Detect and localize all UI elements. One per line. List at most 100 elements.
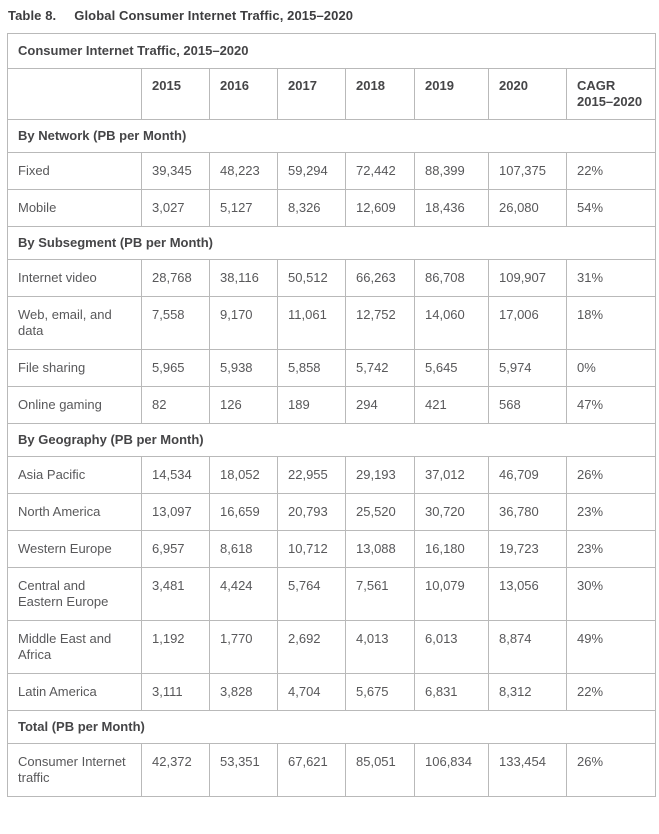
column-header-cagr: CAGR 2015–2020 xyxy=(566,68,656,120)
column-header-2019: 2019 xyxy=(414,68,489,120)
data-cell: 5,938 xyxy=(209,349,278,387)
data-cell: 30% xyxy=(566,567,656,621)
data-cell: 5,742 xyxy=(345,349,415,387)
data-cell: 53,351 xyxy=(209,743,278,797)
data-cell: 107,375 xyxy=(488,152,567,190)
data-cell: 5,764 xyxy=(277,567,346,621)
column-header-2015: 2015 xyxy=(141,68,210,120)
data-cell: 5,965 xyxy=(141,349,210,387)
data-cell: 30,720 xyxy=(414,493,489,531)
data-cell: 88,399 xyxy=(414,152,489,190)
data-cell: 0% xyxy=(566,349,656,387)
data-cell: 5,645 xyxy=(414,349,489,387)
row-label: Central and Eastern Europe xyxy=(7,567,142,621)
data-cell: 16,180 xyxy=(414,530,489,568)
data-cell: 85,051 xyxy=(345,743,415,797)
data-cell: 26,080 xyxy=(488,189,567,227)
data-cell: 18,052 xyxy=(209,456,278,494)
data-cell: 12,752 xyxy=(345,296,415,350)
data-cell: 38,116 xyxy=(209,259,278,297)
data-cell: 22,955 xyxy=(277,456,346,494)
data-cell: 39,345 xyxy=(141,152,210,190)
table-caption: Consumer Internet Traffic, 2015–2020 xyxy=(7,33,656,69)
data-cell: 9,170 xyxy=(209,296,278,350)
section-header-label: By Network (PB per Month) xyxy=(7,119,656,153)
table-row: Central and Eastern Europe 3,481 4,424 5,76… xyxy=(7,567,656,621)
data-cell: 22% xyxy=(566,152,656,190)
data-cell: 10,079 xyxy=(414,567,489,621)
table-body: By Network (PB per Month) Fixed 39,345 48,2… xyxy=(7,119,656,797)
data-cell: 3,481 xyxy=(141,567,210,621)
table-row: Internet video 28,768 38,116 50,512 66,263 86… xyxy=(7,259,656,297)
data-cell: 109,907 xyxy=(488,259,567,297)
data-cell: 7,561 xyxy=(345,567,415,621)
data-cell: 6,957 xyxy=(141,530,210,568)
data-cell: 8,618 xyxy=(209,530,278,568)
data-cell: 12,609 xyxy=(345,189,415,227)
table-number: Table 8. xyxy=(8,8,57,23)
data-cell: 126 xyxy=(209,386,278,424)
section-header-label: Total (PB per Month) xyxy=(7,710,656,744)
data-cell: 106,834 xyxy=(414,743,489,797)
data-cell: 4,704 xyxy=(277,673,346,711)
table-row: Latin America 3,111 3,828 4,704 5,675 6,831 8,… xyxy=(7,673,656,711)
table-row: North America 13,097 16,659 20,793 25,520 30,… xyxy=(7,493,656,531)
data-cell: 18,436 xyxy=(414,189,489,227)
data-cell: 1,192 xyxy=(141,620,210,674)
data-cell: 82 xyxy=(141,386,210,424)
data-cell: 2,692 xyxy=(277,620,346,674)
document-table-title: Table 8. Global Consumer Internet Traffic… xyxy=(0,0,659,33)
data-cell: 3,027 xyxy=(141,189,210,227)
data-cell: 36,780 xyxy=(488,493,567,531)
row-label: Latin America xyxy=(7,673,142,711)
data-cell: 46,709 xyxy=(488,456,567,494)
table-row: Mobile 3,027 5,127 8,326 12,609 18,436 26,080 5… xyxy=(7,189,656,227)
table-row: Web, email, and data 7,558 9,170 11,061 12,7… xyxy=(7,296,656,350)
section-header-row: By Subsegment (PB per Month) xyxy=(7,226,656,260)
data-cell: 5,127 xyxy=(209,189,278,227)
row-label: Middle East and Africa xyxy=(7,620,142,674)
column-header-2016: 2016 xyxy=(209,68,278,120)
consumer-internet-traffic-table: Consumer Internet Traffic, 2015–2020 201… xyxy=(7,33,656,797)
data-cell: 11,061 xyxy=(277,296,346,350)
row-label: Fixed xyxy=(7,152,142,190)
data-cell: 13,088 xyxy=(345,530,415,568)
data-cell: 568 xyxy=(488,386,567,424)
data-cell: 47% xyxy=(566,386,656,424)
data-cell: 1,770 xyxy=(209,620,278,674)
data-cell: 20,793 xyxy=(277,493,346,531)
data-cell: 50,512 xyxy=(277,259,346,297)
data-cell: 59,294 xyxy=(277,152,346,190)
table-row: File sharing 5,965 5,938 5,858 5,742 5,645 5,9… xyxy=(7,349,656,387)
section-header-row: Total (PB per Month) xyxy=(7,710,656,744)
data-cell: 67,621 xyxy=(277,743,346,797)
section-header-row: By Geography (PB per Month) xyxy=(7,423,656,457)
table-row: Middle East and Africa 1,192 1,770 2,692 4,0… xyxy=(7,620,656,674)
data-cell: 189 xyxy=(277,386,346,424)
data-cell: 4,424 xyxy=(209,567,278,621)
row-label: File sharing xyxy=(7,349,142,387)
data-cell: 6,831 xyxy=(414,673,489,711)
column-header-2018: 2018 xyxy=(345,68,415,120)
row-label: Western Europe xyxy=(7,530,142,568)
table-title-text: Global Consumer Internet Traffic, 2015–2… xyxy=(74,8,354,23)
data-cell: 16,659 xyxy=(209,493,278,531)
data-cell: 42,372 xyxy=(141,743,210,797)
table-row: Fixed 39,345 48,223 59,294 72,442 88,399 107,3… xyxy=(7,152,656,190)
data-cell: 5,974 xyxy=(488,349,567,387)
data-cell: 48,223 xyxy=(209,152,278,190)
table-row: Consumer Internet traffic 42,372 53,351 67,… xyxy=(7,743,656,797)
data-cell: 23% xyxy=(566,530,656,568)
data-cell: 133,454 xyxy=(488,743,567,797)
data-cell: 13,097 xyxy=(141,493,210,531)
row-label: Mobile xyxy=(7,189,142,227)
data-cell: 14,534 xyxy=(141,456,210,494)
data-cell: 37,012 xyxy=(414,456,489,494)
data-cell: 10,712 xyxy=(277,530,346,568)
section-header-row: By Network (PB per Month) xyxy=(7,119,656,153)
row-label: Consumer Internet traffic xyxy=(7,743,142,797)
data-cell: 5,858 xyxy=(277,349,346,387)
data-cell: 6,013 xyxy=(414,620,489,674)
data-cell: 72,442 xyxy=(345,152,415,190)
